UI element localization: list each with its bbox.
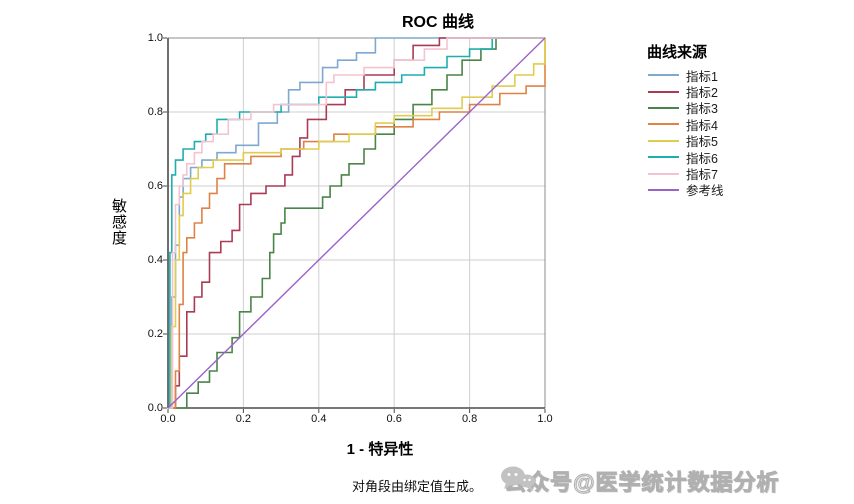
legend-label: 指标6 [686,151,718,166]
legend-swatch [648,188,679,191]
legend-item: 指标5 [648,133,724,149]
legend-item: 参考线 [648,182,724,198]
y-tick-label: 0.8 [147,105,163,118]
y-tick-label: 0.0 [147,401,163,414]
legend-item: 指标6 [648,149,724,166]
y-axis-title: 敏感度 [111,198,127,247]
legend-swatch [648,156,679,159]
chart-title: ROC 曲线 [401,14,474,31]
y-tick-label: 1.0 [147,31,163,44]
wechat-bubbles-icon [501,466,535,491]
legend-label: 指标4 [686,118,718,133]
legend-item: 指标2 [648,83,724,101]
series-curve-指标4 [168,38,546,409]
y-tick-label: 0.4 [147,253,163,266]
legend: 指标1 指标2 指标3 指标4 指标5 指标6 指标7 参考线 [648,67,724,198]
legend-item: 指标7 [648,165,724,183]
legend-swatch [648,123,679,126]
x-tick-label: 0.0 [160,413,176,425]
legend-label: 指标1 [686,69,718,84]
x-axis-title: 1 - 特异性 [346,441,414,458]
x-tick-label: 0.4 [311,413,327,425]
x-tick-label: 0.6 [386,413,402,425]
series-curve-参考线 [167,37,546,409]
y-tick-label: 0.2 [147,327,163,340]
series-curve-指标6 [168,37,545,409]
watermark-text: 公众号@医学统计数据分析 [503,470,780,496]
x-tick-label: 0.2 [235,413,252,425]
legend-label: 指标5 [686,135,718,150]
watermark: 公众号@医学统计数据分析 [500,465,779,497]
legend-item: 指标3 [648,100,724,116]
x-tick-label: 0.8 [461,413,478,425]
legend-item: 指标1 [648,67,724,84]
legend-swatch [648,139,679,142]
series-curve-指标2 [168,37,545,409]
legend-label: 指标7 [686,168,718,183]
legend-label: 参考线 [686,184,724,199]
legend-label: 指标3 [686,102,718,117]
legend-swatch [648,106,679,109]
legend-item: 指标4 [648,116,724,133]
y-tick-label: 0.6 [147,179,163,192]
legend-title: 曲线来源 [647,44,708,61]
footnote: 对角段由绑定值生成。 [352,479,483,494]
legend-label: 指标2 [686,86,718,101]
legend-swatch [648,172,679,175]
x-tick-label: 1.0 [537,413,553,425]
legend-swatch [648,90,679,93]
series-curve-指标7 [168,37,545,409]
legend-swatch [648,74,679,77]
